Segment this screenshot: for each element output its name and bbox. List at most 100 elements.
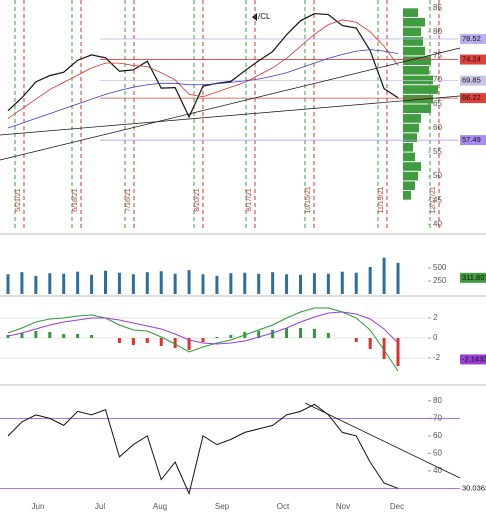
volume-bar xyxy=(368,267,372,294)
profile-bar xyxy=(403,152,415,162)
volume-bar xyxy=(34,275,38,294)
profile-bar xyxy=(403,133,417,142)
y-tick-label: 75 xyxy=(433,51,442,60)
volume-bar xyxy=(6,274,10,294)
volume-bar xyxy=(396,262,400,294)
price-tag-label: 74.24 xyxy=(462,55,481,64)
volume-bar xyxy=(48,273,52,294)
profile-bar xyxy=(403,142,413,152)
price-tag-label: 57.49 xyxy=(462,135,481,144)
histogram-bar xyxy=(173,338,177,348)
date-label: 10/15/21 xyxy=(305,186,312,213)
histogram-bar xyxy=(131,338,135,345)
y-tick-label: 65 xyxy=(433,99,442,108)
profile-bar xyxy=(403,114,421,123)
volume-bar xyxy=(312,273,316,294)
moving-average xyxy=(7,19,399,119)
histogram-bar xyxy=(229,335,233,338)
date-label: 11/19/21 xyxy=(378,187,385,214)
volume-bar xyxy=(326,273,330,294)
volume-bar xyxy=(299,274,302,294)
volume-bar xyxy=(257,273,261,294)
profile-bar xyxy=(403,191,411,200)
histogram-bar xyxy=(90,335,94,338)
price-tag xyxy=(460,483,486,494)
rsi-line xyxy=(7,403,399,496)
price-tag xyxy=(460,75,486,86)
volume-bar xyxy=(201,274,205,294)
chart-title: /CL xyxy=(258,12,271,21)
profile-bar xyxy=(403,162,421,171)
histogram-bar xyxy=(34,331,38,338)
volume-bar xyxy=(187,270,191,294)
moving-average xyxy=(7,49,399,129)
volume-bar xyxy=(382,257,386,294)
price-tag-label: -2.1433 xyxy=(462,354,486,363)
y-tick-label: 2 xyxy=(433,313,438,322)
histogram-bar xyxy=(20,333,24,338)
histogram-bar xyxy=(6,335,10,338)
y-tick-label: 70 xyxy=(433,75,442,84)
profile-bar xyxy=(403,123,419,133)
x-tick-label: Sep xyxy=(215,502,230,511)
profile-bar xyxy=(403,8,418,17)
y-tick-label: 55 xyxy=(433,147,442,156)
x-tick-label: Nov xyxy=(336,502,350,511)
price-tag-label: 78.52 xyxy=(462,34,481,43)
trend-line xyxy=(304,402,461,479)
profile-bar xyxy=(403,85,438,94)
volume-bar xyxy=(215,275,219,294)
price-tag xyxy=(460,33,486,44)
histogram-bar xyxy=(326,333,330,338)
y-tick-label: 50 xyxy=(433,448,442,457)
y-tick-label: 85 xyxy=(433,3,442,12)
histogram-bar xyxy=(396,338,400,366)
volume-bar xyxy=(285,274,289,294)
profile-bar xyxy=(403,171,418,181)
price-tag xyxy=(460,272,486,283)
date-label: 8/20/21 xyxy=(194,188,201,211)
histogram-bar xyxy=(312,329,316,338)
profile-bar xyxy=(403,66,429,75)
y-tick-label: 40 xyxy=(433,219,442,228)
histogram-bar xyxy=(354,338,358,342)
x-tick-label: Jun xyxy=(32,502,45,511)
histogram-bar xyxy=(159,338,163,346)
volume-bar xyxy=(76,271,80,294)
profile-bar xyxy=(403,94,433,104)
volume-bar xyxy=(131,274,135,294)
trend-line xyxy=(0,95,461,136)
volume-bar xyxy=(117,272,121,294)
histogram-bar xyxy=(368,338,372,349)
volume-bar xyxy=(145,272,149,294)
y-tick-label: -2 xyxy=(433,353,441,362)
histogram-bar xyxy=(382,338,386,359)
histogram-bar xyxy=(271,330,275,338)
y-tick-label: 0 xyxy=(433,333,438,342)
price-tag xyxy=(460,135,486,146)
volume-bar xyxy=(271,272,275,294)
y-tick-label: 500 xyxy=(433,263,447,272)
y-tick-label: 80 xyxy=(433,27,442,36)
histogram-bar xyxy=(215,337,219,338)
x-tick-label: Aug xyxy=(153,502,167,511)
volume-bar xyxy=(229,273,233,294)
y-tick-label: 40 xyxy=(433,466,442,475)
profile-bar xyxy=(403,56,431,66)
histogram-bar xyxy=(76,334,80,338)
histogram-bar xyxy=(187,338,191,350)
date-label: 9/17/21 xyxy=(246,188,253,211)
volume-bar xyxy=(90,274,94,294)
volume-bar xyxy=(340,271,344,294)
volume-bar xyxy=(62,273,66,294)
histogram-bar xyxy=(145,338,149,343)
profile-bar xyxy=(403,27,421,37)
price-tag-label: 311.807 xyxy=(462,273,486,282)
price-tag xyxy=(460,54,486,65)
date-label: 7/16/21 xyxy=(125,188,132,211)
volume-bar xyxy=(159,271,163,294)
histogram-bar xyxy=(117,338,121,343)
histogram-bar xyxy=(257,331,261,338)
y-tick-label: 80 xyxy=(433,396,442,405)
